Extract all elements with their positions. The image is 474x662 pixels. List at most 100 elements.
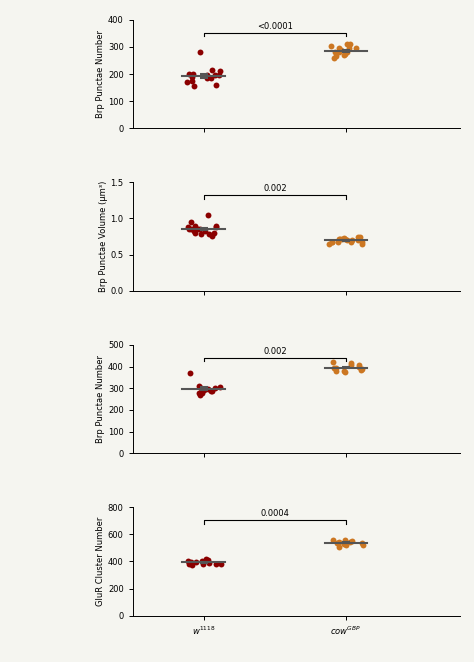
Point bbox=[343, 540, 350, 551]
Point bbox=[203, 73, 211, 83]
Point bbox=[346, 39, 354, 50]
Point bbox=[194, 224, 202, 234]
Point bbox=[347, 236, 355, 247]
Point bbox=[329, 534, 337, 545]
Point bbox=[336, 43, 343, 54]
Point bbox=[201, 226, 209, 237]
Point bbox=[191, 220, 199, 231]
Point bbox=[191, 226, 198, 237]
Point bbox=[340, 232, 348, 243]
Text: 0.0004: 0.0004 bbox=[261, 509, 289, 518]
Point bbox=[340, 365, 347, 376]
Point bbox=[357, 365, 365, 375]
Point bbox=[211, 383, 219, 393]
Point bbox=[341, 537, 349, 547]
Point bbox=[332, 365, 340, 376]
Point bbox=[184, 555, 192, 566]
Point bbox=[192, 557, 200, 567]
Point bbox=[208, 230, 216, 241]
Point bbox=[340, 539, 348, 549]
Point bbox=[331, 47, 339, 58]
Y-axis label: GluR Cluster Number: GluR Cluster Number bbox=[96, 517, 105, 606]
Point bbox=[202, 553, 210, 564]
Point bbox=[212, 220, 220, 231]
Point bbox=[216, 382, 223, 393]
Point bbox=[189, 69, 197, 79]
Point bbox=[334, 236, 342, 247]
Point bbox=[352, 43, 360, 54]
Point bbox=[183, 77, 191, 87]
Point bbox=[359, 540, 366, 551]
Point bbox=[354, 235, 362, 246]
Point bbox=[207, 386, 215, 397]
Point bbox=[354, 231, 362, 242]
Point bbox=[343, 39, 351, 50]
Point bbox=[211, 70, 219, 81]
Point bbox=[185, 69, 192, 79]
Point bbox=[341, 48, 348, 59]
Point bbox=[209, 386, 216, 397]
Point bbox=[186, 559, 193, 569]
Point bbox=[195, 387, 203, 398]
Point bbox=[204, 210, 211, 220]
Point bbox=[355, 360, 363, 371]
Point bbox=[332, 51, 339, 62]
Point bbox=[341, 367, 348, 377]
Point bbox=[195, 381, 203, 391]
Point bbox=[212, 558, 220, 569]
Point bbox=[204, 555, 212, 565]
Point bbox=[328, 236, 336, 247]
Point bbox=[216, 66, 224, 77]
Point bbox=[341, 234, 349, 244]
Y-axis label: Brp Punctae Number: Brp Punctae Number bbox=[96, 30, 105, 118]
Point bbox=[346, 537, 354, 547]
Point bbox=[205, 557, 213, 568]
Point bbox=[191, 228, 199, 238]
Point bbox=[341, 534, 349, 545]
Point bbox=[187, 367, 194, 378]
Point bbox=[327, 40, 334, 51]
Point bbox=[355, 361, 363, 372]
Point bbox=[358, 236, 365, 247]
Point bbox=[340, 50, 347, 60]
Y-axis label: Brp Punctae Volume (μm³): Brp Punctae Volume (μm³) bbox=[99, 181, 108, 292]
Point bbox=[188, 71, 196, 82]
Point bbox=[196, 389, 204, 400]
Point bbox=[212, 79, 220, 90]
Point bbox=[201, 385, 208, 396]
Point bbox=[343, 47, 350, 58]
Point bbox=[348, 235, 356, 246]
Point bbox=[204, 384, 211, 395]
Point bbox=[347, 358, 355, 369]
Point bbox=[189, 559, 196, 570]
Text: <0.0001: <0.0001 bbox=[257, 22, 293, 30]
Point bbox=[346, 43, 353, 54]
Point bbox=[203, 70, 211, 81]
Point bbox=[335, 234, 343, 244]
Point bbox=[330, 362, 337, 373]
Point bbox=[187, 224, 194, 234]
Text: 0.002: 0.002 bbox=[263, 184, 287, 193]
Point bbox=[196, 224, 204, 234]
Point bbox=[335, 46, 343, 56]
Point bbox=[347, 360, 355, 371]
Point bbox=[358, 363, 365, 374]
Point bbox=[329, 357, 337, 367]
Point bbox=[188, 216, 195, 227]
Point bbox=[335, 542, 342, 552]
Point bbox=[328, 236, 336, 247]
Point bbox=[215, 70, 223, 81]
Point bbox=[197, 228, 204, 239]
Point bbox=[208, 65, 216, 75]
Point bbox=[190, 81, 198, 91]
Point bbox=[333, 538, 340, 549]
Point bbox=[212, 222, 220, 232]
Point bbox=[358, 538, 366, 548]
Point bbox=[336, 234, 344, 244]
Point bbox=[337, 44, 345, 55]
Point bbox=[188, 75, 196, 86]
Point bbox=[335, 537, 343, 547]
Point bbox=[184, 222, 191, 232]
Point bbox=[338, 234, 346, 244]
Point bbox=[330, 52, 337, 63]
